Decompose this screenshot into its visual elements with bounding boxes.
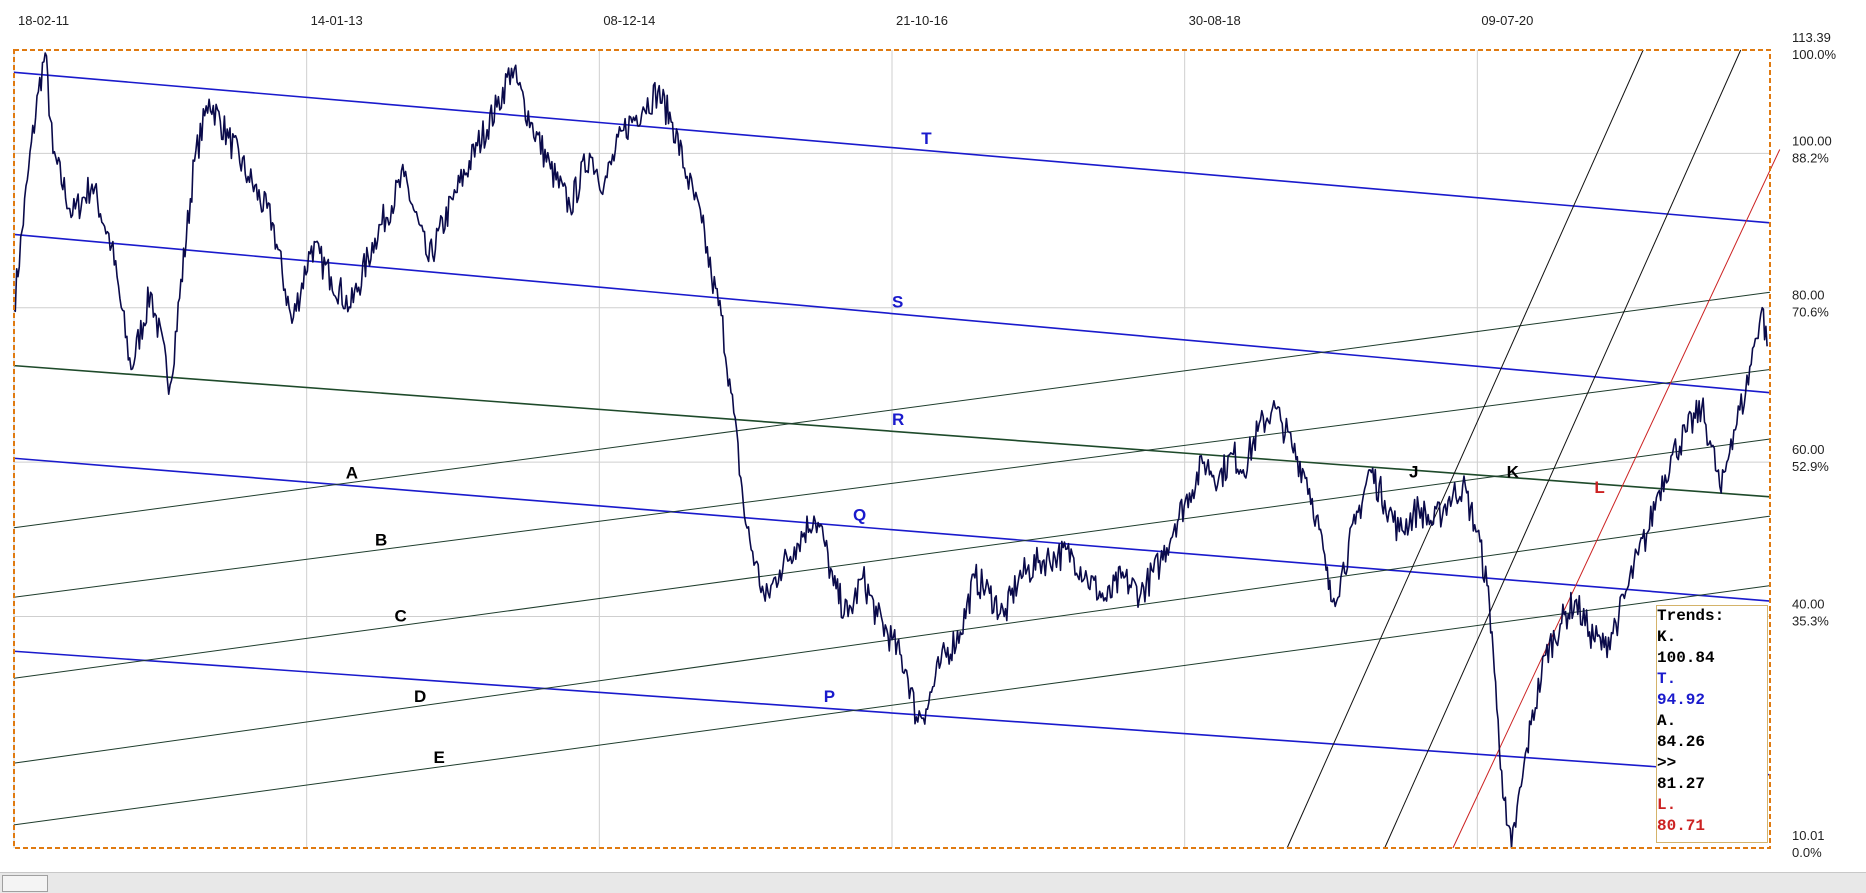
trend-value-t: 94.92 [1657, 691, 1706, 709]
y-tick-percent: 52.9% [1792, 459, 1829, 474]
y-tick-value: 80.00 [1792, 288, 1825, 303]
trend-line-r [13, 364, 1771, 498]
x-tick-label: 09-07-20 [1481, 13, 1533, 28]
trend-label-c: C [394, 606, 406, 625]
trend-label-l: L. [1657, 796, 1677, 814]
trend-label-t: T. [1657, 670, 1677, 688]
y-tick-value: 40.00 [1792, 597, 1825, 612]
trend-label-current: >> [1657, 754, 1677, 772]
trend-value-current: 81.27 [1657, 775, 1706, 793]
trends-panel: Trends: K. 100.84 T. 94.92 A. 84.26 >> 8… [1656, 605, 1768, 843]
grid-layer [13, 50, 1770, 848]
trend-label-r: R [892, 410, 904, 429]
trend-label-k: K. [1657, 628, 1677, 646]
steep-line-j [1286, 49, 1644, 849]
trend-line-b [13, 368, 1771, 598]
y-tick-percent: 0.0% [1792, 845, 1822, 860]
y-tick-value: 60.00 [1792, 442, 1825, 457]
y-tick-value: 113.39 [1792, 30, 1831, 45]
trend-label-s: S [892, 293, 903, 312]
steep-label-j: J [1409, 463, 1418, 482]
price-layer [13, 52, 1768, 849]
trend-line-s [13, 233, 1771, 394]
steep-label-l: L [1594, 478, 1604, 497]
scrollbar-thumb[interactable] [2, 875, 48, 892]
trend-label-p: P [824, 687, 835, 706]
trend-line-e [13, 585, 1771, 826]
trend-label-e: E [433, 748, 444, 767]
y-tick-percent: 100.0% [1792, 47, 1837, 62]
y-tick-percent: 35.3% [1792, 614, 1829, 629]
y-tick-value: 100.00 [1792, 133, 1832, 148]
y-tick-percent: 88.2% [1792, 150, 1829, 165]
trend-label-a: A. [1657, 712, 1677, 730]
trend-layer [13, 49, 1781, 849]
trend-line-a [13, 291, 1771, 529]
x-tick-label: 30-08-18 [1189, 13, 1241, 28]
trend-value-l: 80.71 [1657, 817, 1706, 835]
trend-label-b: B [375, 530, 387, 549]
trend-line-p [13, 650, 1771, 776]
steep-label-k: K [1507, 463, 1520, 482]
trend-label-d: D [414, 687, 426, 706]
chart-canvas: 18-02-11 14-01-13 08-12-14 21-10-16 30-08-18… [13, 13, 1837, 860]
x-tick-label: 14-01-13 [311, 13, 363, 28]
trends-title: Trends: [1657, 607, 1725, 625]
horizontal-scrollbar[interactable] [0, 872, 1866, 893]
x-tick-label: 08-12-14 [603, 13, 655, 28]
label-layer: 18-02-11 14-01-13 08-12-14 21-10-16 30-08-18… [18, 13, 1837, 860]
trend-label-a: A [346, 463, 358, 482]
x-tick-label: 21-10-16 [896, 13, 948, 28]
trend-value-k: 100.84 [1657, 649, 1715, 667]
plot-frame [13, 49, 1771, 849]
y-tick-percent: 70.6% [1792, 305, 1829, 320]
trend-line-q [13, 457, 1771, 602]
trend-line-t [13, 71, 1771, 224]
price-series-line [13, 52, 1768, 849]
y-tick-value: 10.01 [1792, 828, 1825, 843]
x-tick-label: 18-02-11 [18, 13, 69, 28]
trend-label-t: T [921, 129, 932, 148]
trend-value-a: 84.26 [1657, 733, 1706, 751]
steep-line-l [1452, 149, 1781, 849]
trend-label-q: Q [853, 505, 866, 524]
trend-line-c [13, 438, 1771, 679]
steep-line-k [1384, 49, 1742, 849]
